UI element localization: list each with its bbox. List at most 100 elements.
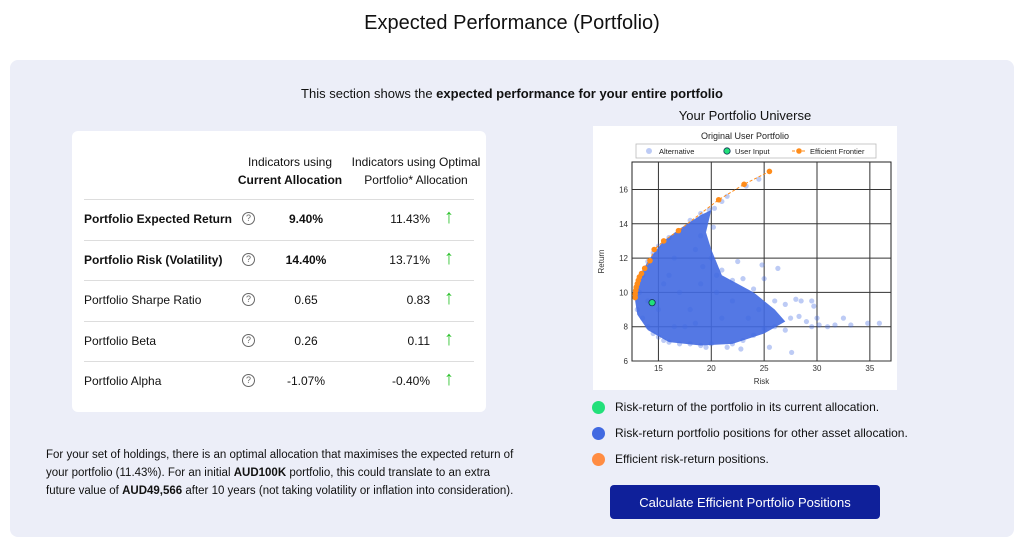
help-icon[interactable]: ? (242, 212, 255, 225)
alternative-point (692, 320, 699, 326)
blue-dot-icon (592, 426, 605, 440)
efficient-frontier-point (675, 227, 682, 234)
calculate-efficient-positions-button[interactable]: Calculate Efficient Portfolio Positions (610, 485, 880, 519)
legend-label: User Input (735, 147, 771, 156)
alternative-point (687, 306, 693, 313)
page-title: Expected Performance (Portfolio) (364, 12, 660, 34)
alternative-point (729, 341, 736, 347)
alternative-point (759, 262, 765, 268)
alternative-point (803, 318, 810, 325)
alternative-point (682, 324, 688, 330)
note-text: after 10 years (not taking volatility or… (182, 485, 514, 497)
alternative-point (729, 277, 736, 283)
help-icon[interactable]: ? (242, 252, 255, 266)
alternative-point (787, 315, 794, 321)
arrow-up-icon: ↑ (444, 246, 454, 269)
optimal-allocation-header: Indicators using Optimal Portfolio* Alloc… (346, 153, 486, 189)
alternative-point (814, 315, 820, 321)
note-text: For your set of holdings, there is an op… (46, 449, 514, 479)
alternative-point (719, 315, 725, 321)
alternative-point (735, 258, 741, 265)
alternative-point (700, 264, 706, 270)
x-tick-label: 25 (760, 364, 769, 373)
alternative-point (724, 344, 730, 350)
optimal-value: 13.71% (389, 252, 430, 267)
arrow-up-icon: ↑ (444, 206, 454, 228)
section-intro: This section shows the expected performa… (0, 86, 1024, 101)
alternative-point (666, 339, 672, 345)
alternative-point (832, 322, 838, 328)
legend-label: Risk-return portfolio positions for othe… (615, 426, 908, 440)
alternative-point (713, 289, 720, 295)
optimal-value: -0.40% (391, 374, 430, 388)
y-tick-label: 8 (624, 323, 629, 332)
alternative-point (687, 341, 693, 347)
efficient-frontier-point (660, 238, 667, 244)
help-icon[interactable]: ? (242, 293, 255, 306)
alternative-point (775, 265, 781, 271)
header-line: Indicators using (247, 155, 333, 169)
current-value: 0.26 (294, 333, 318, 348)
alternative-point (824, 324, 831, 330)
alternative-point (865, 320, 871, 326)
alternative-point (750, 332, 757, 338)
alternative-point (809, 324, 815, 330)
alternative-point (789, 349, 795, 356)
legend-label: Risk-return of the portfolio in its curr… (615, 400, 880, 414)
alternative-point (655, 306, 662, 313)
alternative-point (772, 298, 778, 304)
indicator-label: Portfolio Beta (84, 333, 157, 348)
alternative-point (698, 342, 704, 349)
efficient-frontier-point (715, 196, 722, 203)
indicators-table: Indicators using Current Allocation Indic… (72, 131, 486, 412)
alternative-point (761, 276, 767, 282)
indicator-label: Portfolio Risk (Volatility) (84, 252, 223, 267)
alternative-point (772, 324, 778, 330)
header-line-bold: Current Allocation (237, 173, 343, 187)
alternative-point (809, 298, 815, 304)
efficient-frontier-point (641, 265, 648, 272)
y-axis-label: Return (597, 249, 606, 273)
note-amount: AUD100K (233, 467, 287, 479)
alternative-point (666, 272, 672, 278)
legend-label: Efficient risk-return positions. (615, 452, 769, 466)
alternative-point (848, 322, 854, 328)
alternative-point (698, 281, 704, 287)
table-row: Portfolio Beta ? 0.26 0.11 ↑ (84, 320, 474, 361)
y-tick-label: 10 (619, 288, 628, 297)
alternative-point (671, 324, 677, 330)
current-value: 9.40% (288, 212, 324, 226)
efficient-frontier-point (766, 168, 773, 175)
arrow-up-icon: ↑ (444, 327, 454, 350)
legend-efficient: Efficient risk-return positions. (592, 452, 769, 466)
help-icon[interactable]: ? (242, 333, 255, 347)
alternative-point (692, 246, 699, 253)
indicator-label: Portfolio Expected Return (84, 212, 233, 226)
alternative-point (639, 315, 646, 321)
alternative-point (706, 207, 712, 213)
alternative-point (796, 313, 802, 319)
x-tick-label: 35 (865, 364, 874, 373)
header-line: Indicators using Optimal (351, 155, 481, 169)
help-icon[interactable]: ? (242, 374, 255, 387)
x-tick-label: 15 (654, 364, 663, 373)
alternative-point (708, 255, 714, 261)
alternative-point (766, 344, 773, 350)
current-value: 14.40% (285, 252, 327, 267)
alternative-point (840, 315, 847, 321)
alternative-point (876, 320, 882, 326)
alternative-point (738, 346, 744, 352)
alternative-point (710, 224, 716, 230)
alternative-point (782, 327, 788, 333)
efficient-frontier-point (651, 246, 657, 253)
alternative-point (711, 205, 718, 211)
x-tick-label: 20 (707, 364, 716, 373)
intro-bold: expected performance for your entire por… (436, 86, 723, 101)
alternative-point (698, 233, 704, 239)
green-dot-icon (592, 400, 605, 414)
chart-title: Original User Portfolio (701, 131, 789, 141)
table-row: Portfolio Sharpe Ratio ? 0.65 0.83 ↑ (84, 280, 474, 320)
legend-label: Alternative (659, 147, 694, 156)
legend-label: Efficient Frontier (810, 147, 865, 156)
alternative-point (782, 301, 788, 307)
